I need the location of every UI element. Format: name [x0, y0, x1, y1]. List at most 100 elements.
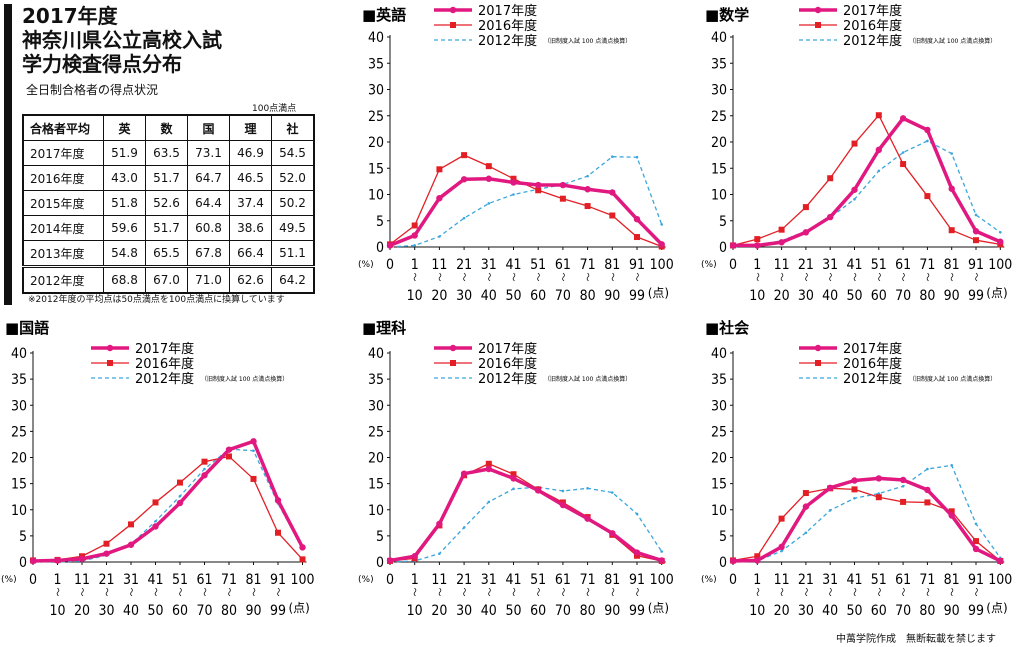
data-point [875, 146, 882, 154]
table-cell: 37.4 [229, 190, 272, 216]
table-row: 2012年度 68.8 67.0 71.0 62.6 64.2 [22, 265, 315, 294]
y-tick-label: 40 [711, 30, 727, 46]
data-point [635, 155, 639, 159]
range-tilde: ～ [125, 587, 135, 596]
x-tick-label: 21 [456, 257, 472, 273]
data-point [926, 467, 929, 471]
y-tick-label: 20 [368, 451, 384, 467]
x-tick-label-end: 20 [431, 603, 447, 619]
table-cell-year: 2014年度 [22, 215, 104, 241]
x-tick-label-end: 40 [123, 603, 139, 619]
y-unit-label: (%) [701, 260, 717, 270]
range-tilde: ～ [631, 272, 641, 281]
y-tick-label: 20 [11, 451, 27, 467]
legend-label: 2012年度 [478, 33, 537, 49]
range-tilde: ～ [751, 272, 761, 281]
legend-label: 2012年度 [135, 371, 194, 387]
data-point [877, 169, 881, 173]
data-point [535, 487, 542, 494]
range-tilde: ～ [751, 587, 761, 596]
legend-label: 2016年度 [478, 356, 537, 372]
data-point [900, 161, 907, 168]
table-row: 2013年度 54.8 65.5 67.8 66.4 51.1 [22, 240, 315, 267]
x-tick-label: 61 [196, 572, 212, 588]
x-tick-label: 0 [386, 572, 394, 588]
x-tick-label-end: 80 [919, 603, 935, 619]
data-point [413, 244, 417, 247]
x-tick-label-end: 50 [846, 603, 862, 619]
data-point [780, 549, 783, 553]
data-point [386, 242, 394, 249]
range-tilde: ～ [223, 587, 233, 596]
data-point [802, 490, 809, 497]
table-cell: 64.4 [187, 190, 230, 216]
data-point [802, 204, 809, 211]
x-tick-label-end: 40 [822, 603, 838, 619]
data-point [851, 140, 858, 147]
range-tilde: ～ [272, 587, 282, 596]
data-point [974, 522, 978, 526]
y-tick-label: 40 [11, 346, 27, 362]
x-tick-label: 21 [798, 257, 814, 273]
data-point [152, 523, 159, 530]
x-tick-label-end: 50 [505, 288, 521, 304]
y-tick-label: 35 [11, 372, 27, 388]
y-tick-label: 30 [11, 398, 27, 414]
credit-line: 中萬学院作成 無断転載を禁じます [836, 634, 996, 645]
chart-title: ■数学 [705, 6, 749, 24]
table-cell: 64.2 [271, 265, 315, 294]
data-point [948, 512, 955, 519]
data-point [901, 484, 905, 488]
data-point [851, 477, 858, 484]
y-tick-label: 25 [711, 109, 727, 125]
data-point [899, 476, 907, 484]
series-line [733, 116, 1001, 248]
series-line [732, 476, 1002, 563]
data-point [201, 472, 208, 479]
series-line [32, 439, 305, 563]
range-tilde: ～ [433, 272, 443, 281]
data-point [584, 203, 591, 210]
y-tick-label: 20 [711, 135, 727, 151]
table-cell: 51.9 [103, 140, 146, 166]
table-row: 2015年度 51.8 52.6 64.4 37.4 50.2 [22, 190, 315, 216]
y-tick-label: 15 [368, 161, 384, 177]
data-point [103, 550, 110, 557]
legend-label: 2016年度 [478, 18, 537, 34]
x-tick-label-end: 10 [407, 288, 423, 304]
legend-marker [814, 6, 822, 14]
x-unit-label: (点) [986, 601, 1007, 615]
x-tick-label-end: 60 [871, 603, 887, 619]
y-tick-label: 15 [711, 477, 727, 493]
title-line: 2017年度 [22, 4, 118, 28]
x-tick-label: 0 [729, 572, 737, 588]
x-tick-label: 71 [580, 572, 596, 588]
y-unit-label: (%) [358, 575, 374, 585]
data-point [299, 556, 306, 563]
x-tick-label-end: 80 [221, 603, 237, 619]
range-tilde: ～ [101, 587, 111, 596]
x-tick-label: 11 [74, 572, 90, 588]
x-tick-label-end: 30 [798, 603, 814, 619]
y-tick-label: 25 [711, 424, 727, 440]
range-tilde: ～ [897, 272, 907, 281]
data-point [559, 501, 567, 509]
y-tick-label: 5 [719, 529, 727, 545]
legend-label: 2016年度 [843, 18, 902, 34]
data-point [948, 185, 955, 192]
data-point [660, 550, 663, 553]
range-tilde: ～ [52, 587, 62, 596]
data-point [438, 235, 441, 238]
x-tick-label: 91 [629, 572, 645, 588]
range-tilde: ～ [800, 587, 810, 596]
series-line [732, 140, 1001, 248]
y-tick-label: 25 [368, 424, 384, 440]
data-point [611, 155, 614, 158]
table-row: 2014年度 59.6 51.7 60.8 38.6 49.5 [22, 215, 315, 241]
x-tick-label-end: 50 [505, 603, 521, 619]
table-cell: 46.9 [229, 140, 272, 166]
data-point [462, 216, 466, 220]
data-point [78, 555, 86, 563]
x-tick-label: 100 [988, 257, 1012, 273]
y-tick-label: 40 [368, 30, 384, 46]
